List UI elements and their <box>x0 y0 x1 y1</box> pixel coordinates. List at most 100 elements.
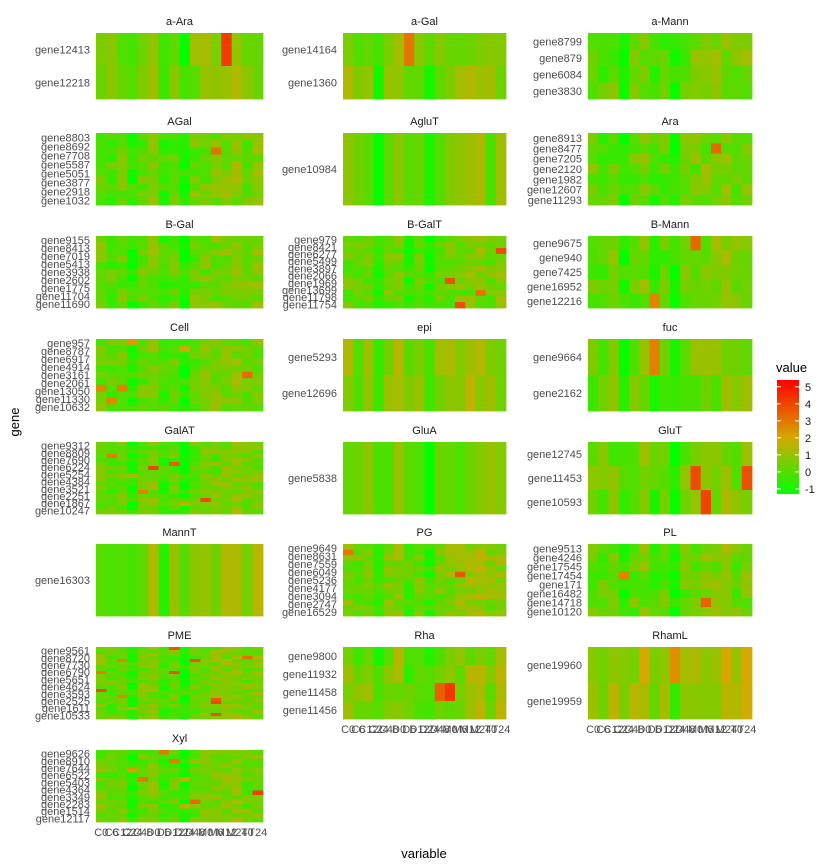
heatmap-cell <box>169 281 180 289</box>
heatmap-cell <box>700 236 712 251</box>
panel-rha: Rhagene9800gene11932gene11458gene11456C0… <box>283 630 511 736</box>
heatmap-cell <box>127 713 139 717</box>
heatmap-cell <box>711 466 722 491</box>
panel-b-gal: B-Galgene9155gene8413gene7019gene5413gen… <box>36 219 264 311</box>
heatmap-cell <box>179 33 191 67</box>
heatmap-cell <box>252 288 264 296</box>
heatmap-cell <box>608 466 620 491</box>
heatmap-cell <box>455 683 466 702</box>
heatmap-cell <box>659 562 671 572</box>
heatmap-cell <box>179 190 191 199</box>
x-tick-label: C0 <box>586 724 600 736</box>
heatmap-cell <box>221 458 233 463</box>
heatmap-cell <box>670 375 681 412</box>
heatmap-cell <box>383 284 395 291</box>
heatmap-cell <box>618 194 630 206</box>
gene-label: gene1982 <box>533 174 582 186</box>
heatmap-cell <box>231 671 243 675</box>
heatmap-cell <box>210 777 222 782</box>
heatmap-cell <box>252 281 264 289</box>
heatmap-cell <box>148 397 160 405</box>
heatmap-cell <box>731 553 743 563</box>
heatmap-cell <box>455 571 466 578</box>
heatmap-cell <box>106 817 118 823</box>
heatmap-cell <box>404 260 415 267</box>
heatmap-cell <box>649 49 661 67</box>
heatmap-cell <box>363 582 374 589</box>
heatmap-cell <box>414 647 425 666</box>
heatmap-cell <box>137 183 149 191</box>
heatmap-cell <box>242 662 253 666</box>
heatmap-cell <box>242 255 253 263</box>
heatmap-cell <box>495 683 507 702</box>
x-tick-label: D48 <box>675 724 695 736</box>
heatmap-cell <box>179 478 191 483</box>
heatmap-cell <box>444 549 456 556</box>
gene-label: gene17545 <box>527 562 582 574</box>
heatmap-cell <box>158 249 170 257</box>
heatmap-cell <box>721 589 732 599</box>
heatmap-cell <box>179 249 191 257</box>
heatmap-cell <box>393 442 405 515</box>
heatmap-cell <box>137 470 149 475</box>
heatmap-cell <box>158 378 170 386</box>
heatmap-cell <box>148 268 160 276</box>
heatmap-cell <box>711 647 722 684</box>
gene-label: gene11754 <box>283 299 337 311</box>
heatmap-cell <box>383 266 395 273</box>
heatmap-cell <box>169 154 180 163</box>
heatmap-cell <box>485 665 497 684</box>
heatmap-cell <box>252 799 264 805</box>
heatmap-cell <box>393 665 405 684</box>
heatmap-cell <box>96 345 107 353</box>
heatmap-cell <box>106 808 118 814</box>
heatmap-cell <box>670 553 681 563</box>
heatmap-cell <box>221 154 233 163</box>
heatmap-cell <box>414 278 425 285</box>
heatmap-cell <box>189 255 201 263</box>
heatmap-cell <box>444 254 456 261</box>
heatmap-cell <box>179 197 191 206</box>
heatmap-cell <box>598 598 609 608</box>
heatmap-cell <box>148 506 160 511</box>
heatmap-cell <box>210 458 222 463</box>
heatmap-cell <box>210 33 222 67</box>
heatmap-cell <box>148 133 160 141</box>
heatmap-cell <box>242 249 253 257</box>
heatmap-cell <box>221 544 233 617</box>
heatmap-cell <box>231 384 243 392</box>
heatmap-cell <box>721 133 732 144</box>
heatmap-cell <box>158 371 170 379</box>
heatmap-cell <box>148 671 160 675</box>
x-tick-label: C24 <box>122 827 142 839</box>
heatmap-cell <box>200 462 212 467</box>
heatmap-cell <box>210 397 222 405</box>
heatmap-cell <box>127 777 139 782</box>
heatmap-cell <box>116 281 128 289</box>
heatmap-cell <box>444 647 456 666</box>
heatmap-cell <box>189 33 201 67</box>
heatmap-cell <box>721 553 732 563</box>
heatmap-cell <box>221 817 233 823</box>
gene-label: gene3161 <box>41 370 90 382</box>
heatmap-cell <box>231 66 243 100</box>
heatmap-cell <box>116 486 128 491</box>
heatmap-cell <box>127 710 139 714</box>
x-tick-label: C12 <box>604 724 624 736</box>
heatmap-cell <box>393 593 405 600</box>
gene-label: gene2162 <box>533 388 582 400</box>
heatmap-cell <box>137 262 149 270</box>
heatmap-cell <box>414 133 425 206</box>
heatmap-cell <box>731 544 743 554</box>
heatmap-cell <box>252 768 264 773</box>
heatmap-cell <box>598 589 609 599</box>
gene-label: gene8477 <box>533 143 582 155</box>
heatmap-cell <box>231 275 243 283</box>
heatmap-cell <box>373 683 385 702</box>
heatmap-cell <box>588 442 599 467</box>
heatmap-cell <box>189 169 201 177</box>
heatmap-cell <box>659 264 671 280</box>
heatmap-cell <box>475 33 487 67</box>
heatmap-cell <box>353 582 364 589</box>
heatmap-cell <box>106 710 118 714</box>
